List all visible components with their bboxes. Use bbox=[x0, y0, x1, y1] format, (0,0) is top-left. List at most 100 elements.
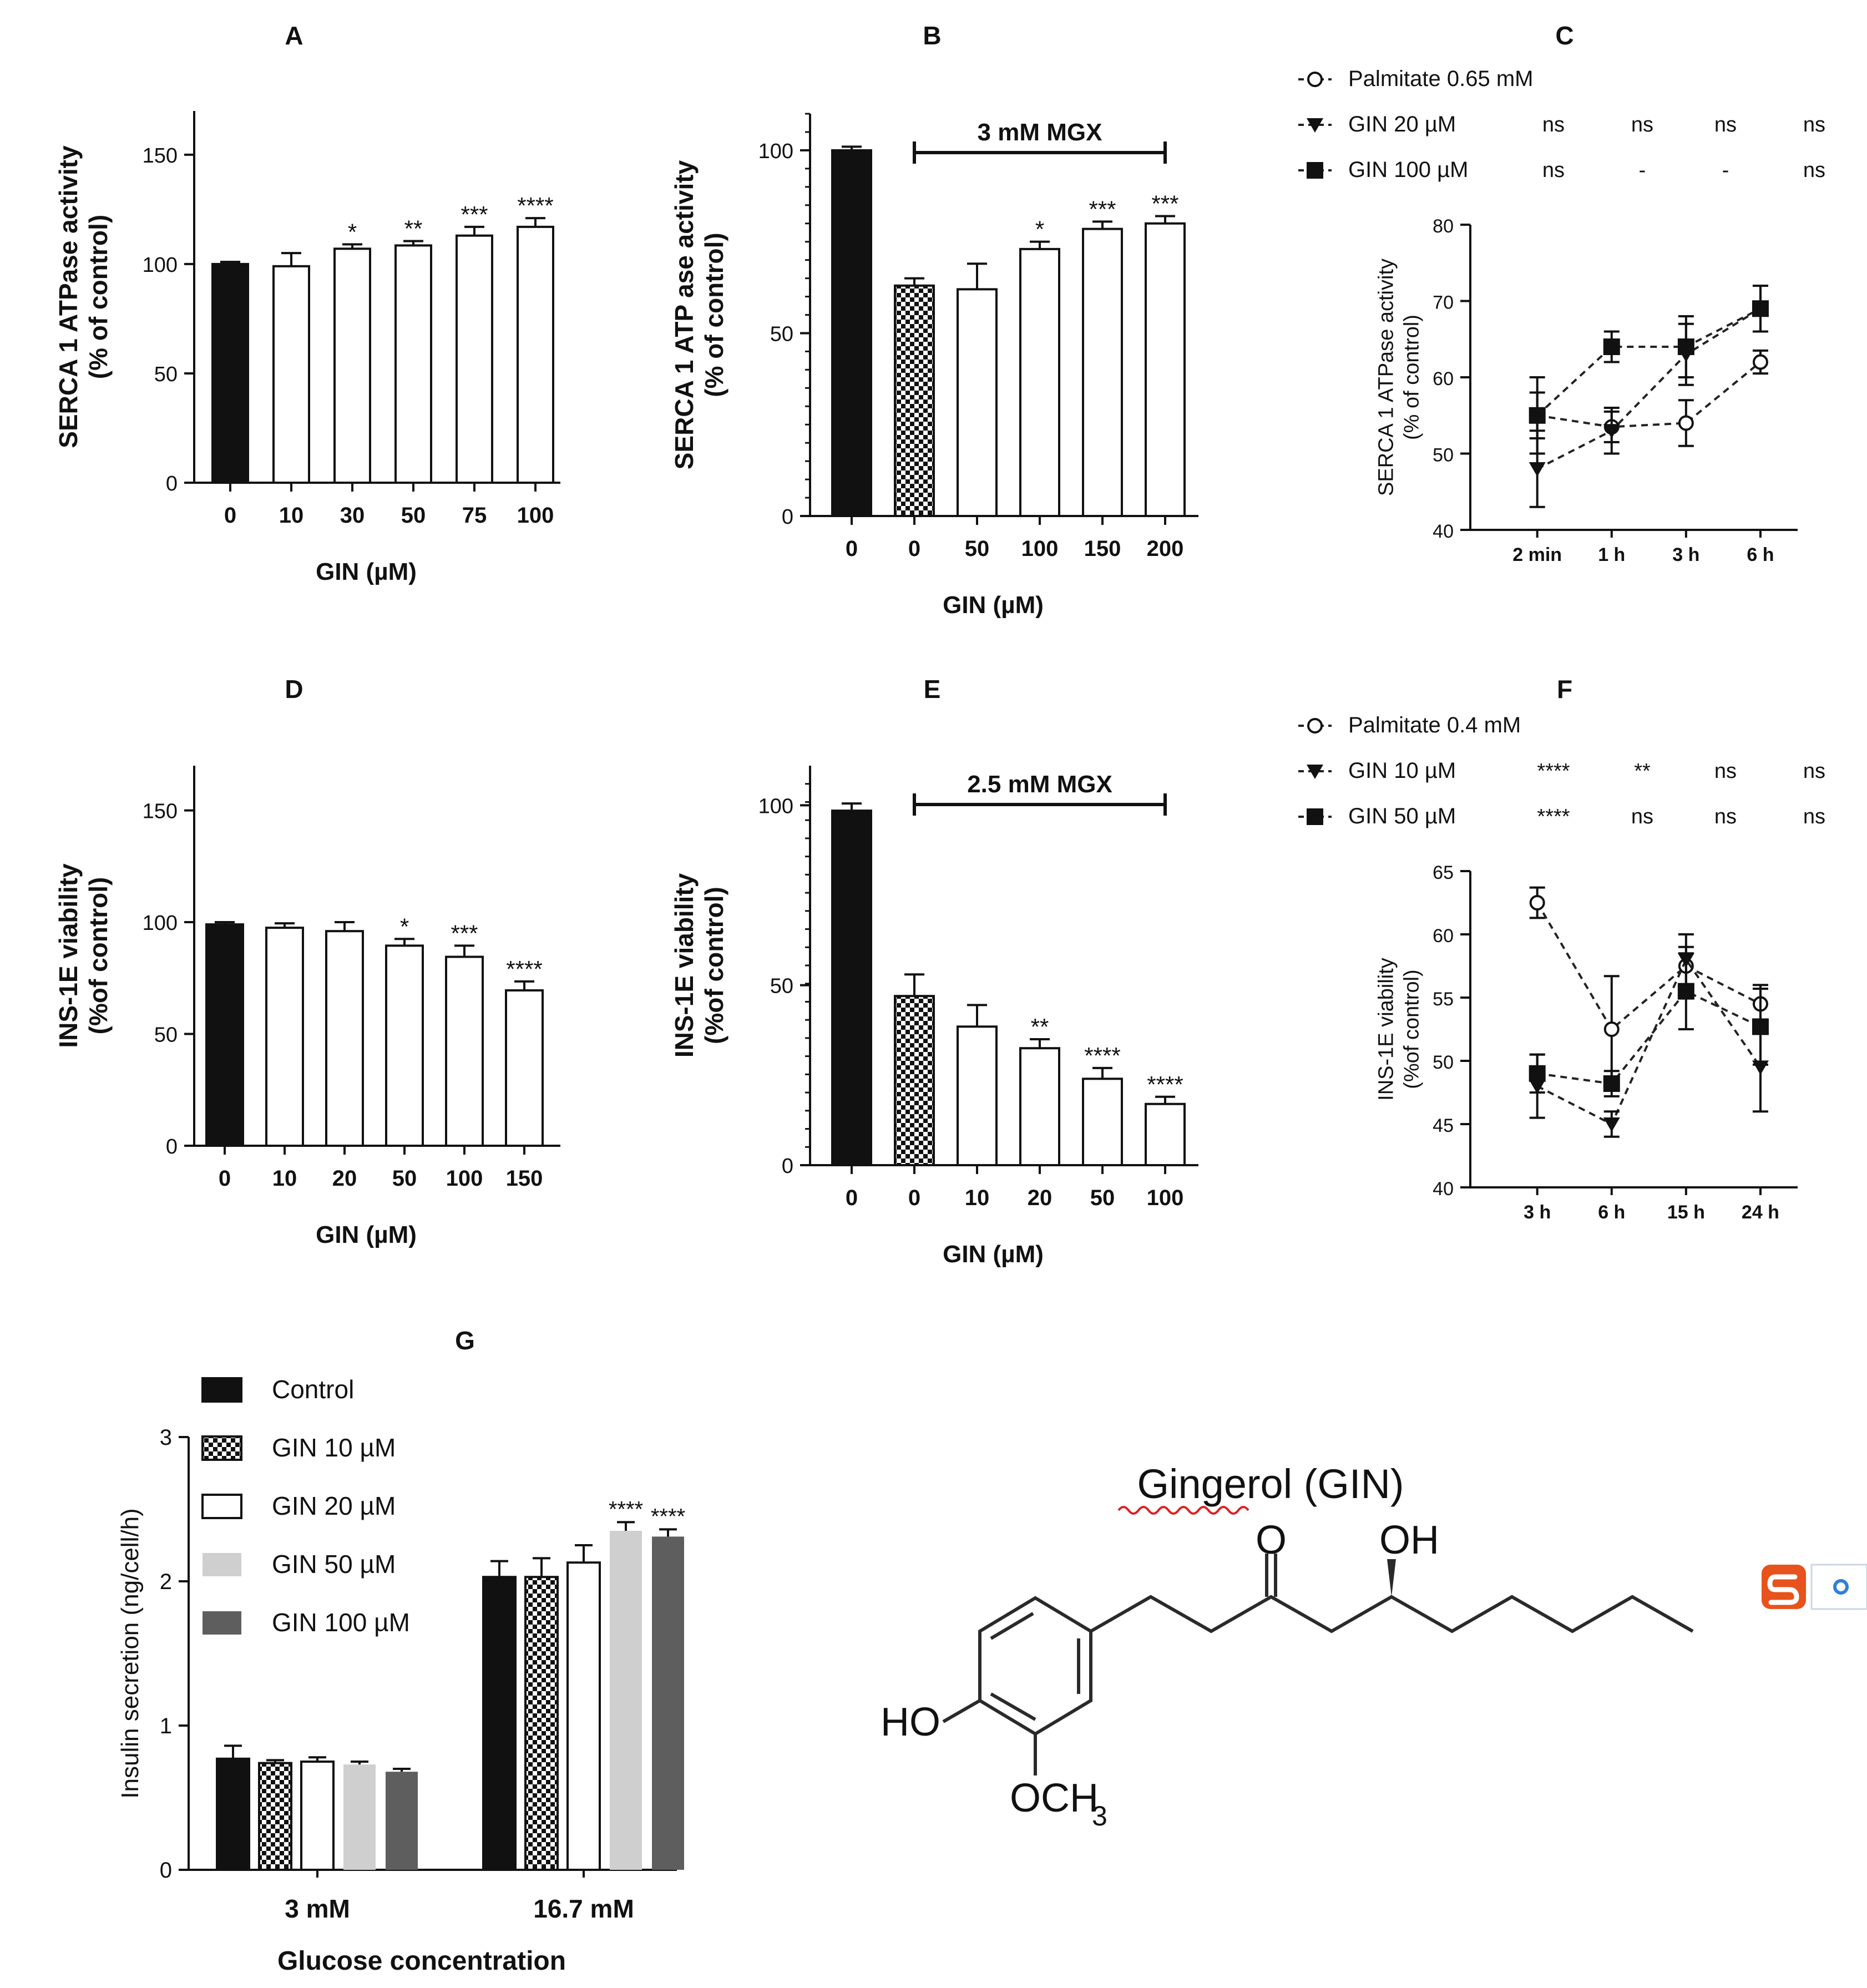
series-line bbox=[1536, 902, 1761, 1031]
x-tick-label: 50 bbox=[392, 1166, 417, 1191]
significance-label: *** bbox=[451, 920, 478, 946]
x-tick-label: 100 bbox=[1021, 537, 1059, 561]
carbonyl-o-label: O bbox=[1256, 1518, 1287, 1562]
bar bbox=[205, 923, 244, 1147]
series-line bbox=[1537, 361, 1762, 428]
y-axis-title-line: INS-1E viability bbox=[670, 873, 699, 1058]
y-tick-label: 3 bbox=[160, 1425, 172, 1450]
bar bbox=[258, 1762, 292, 1871]
legend-label: Control bbox=[272, 1375, 354, 1404]
bar bbox=[1019, 247, 1060, 517]
x-tick-label: 10 bbox=[279, 503, 304, 528]
hydroxyl-label: OH bbox=[1379, 1518, 1439, 1562]
y-axis-title-line: SERCA 1 ATPase activity bbox=[1374, 259, 1398, 496]
significance-label: ns bbox=[1631, 805, 1653, 828]
y-axis-title-line: SERCA 1 ATPase activity bbox=[54, 145, 83, 448]
marker-triangle bbox=[1603, 1117, 1620, 1132]
x-tick-label: 150 bbox=[506, 1166, 543, 1191]
significance-label: ns bbox=[1714, 805, 1737, 828]
x-axis-title: GIN (µM) bbox=[943, 591, 1044, 619]
significance-label: ns bbox=[1714, 113, 1737, 136]
panel-c-plot: 40 50 60 70 80 2 min 1 h 3 h 6 h Palmitate 0.65 m… bbox=[1298, 67, 1825, 565]
panel-g-letter: G bbox=[455, 1326, 475, 1355]
panel-c-letter: C bbox=[1555, 21, 1573, 50]
panel-b-plot: 0 50 100 0 0 50 100 * 150 *** 200 *** 3 mM MGX GIN (µ… bbox=[670, 113, 1198, 619]
y-axis-title-line: (%of control) bbox=[84, 877, 113, 1035]
legend-label: Palmitate 0.65 mM bbox=[1348, 67, 1533, 91]
series-line bbox=[1536, 307, 1762, 470]
x-tick-label: 75 bbox=[462, 503, 487, 528]
x-tick-label: 3 h bbox=[1672, 544, 1699, 565]
gingerol-structure: Gingerol (GIN) O OH HO OCH 3 bbox=[881, 1461, 1694, 1832]
marker-square bbox=[1603, 338, 1620, 355]
panel-b-letter: B bbox=[923, 21, 941, 50]
x-tick-label: 0 bbox=[846, 537, 858, 561]
y-tick-label: 150 bbox=[143, 144, 178, 168]
y-axis-title-line: Insulin secretion (ng/cell/h) bbox=[117, 1508, 144, 1798]
legend-label: GIN 10 µM bbox=[1348, 758, 1456, 783]
x-tick-label: 1 h bbox=[1598, 544, 1625, 565]
bar bbox=[385, 944, 424, 1147]
significance-label: - bbox=[1639, 159, 1646, 182]
panel-f-plot: 40 45 50 55 60 65 3 h 6 h 15 h 24 h Palmitate 0.4 … bbox=[1298, 713, 1825, 1223]
structure-title: Gingerol (GIN) bbox=[1137, 1461, 1404, 1507]
legend-swatch bbox=[201, 1435, 242, 1461]
x-tick-label: 50 bbox=[401, 503, 426, 528]
marker-triangle bbox=[1307, 765, 1323, 779]
x-tick-label: 24 h bbox=[1742, 1202, 1779, 1223]
panel-b: B 0 50 100 0 0 50 100 * 150 *** 200 *** 3 mM MGX GIN … bbox=[670, 21, 1198, 619]
bar bbox=[333, 247, 371, 484]
spellcheck-underline bbox=[1117, 1506, 1249, 1515]
marker-circle bbox=[1603, 1021, 1620, 1037]
y-tick-label: 1 bbox=[160, 1714, 172, 1738]
x-tick-label: 0 bbox=[219, 1166, 231, 1191]
y-axis-title: SERCA 1 ATPase activity (% of control) bbox=[54, 145, 113, 448]
y-tick-label: 0 bbox=[782, 505, 793, 529]
significance-label: - bbox=[1722, 159, 1729, 182]
marker-square bbox=[1307, 808, 1323, 825]
x-tick-label: 0 bbox=[846, 1186, 858, 1210]
marker-square bbox=[1529, 1065, 1546, 1082]
x-tick-label: 20 bbox=[332, 1166, 357, 1191]
x-tick-label: 10 bbox=[272, 1166, 297, 1191]
bar bbox=[831, 810, 872, 1166]
legend-label: GIN 20 µM bbox=[1348, 112, 1456, 136]
significance-label: * bbox=[400, 913, 409, 939]
legend-label: GIN 50 µM bbox=[272, 1550, 396, 1579]
panel-a: A 0 50 100 150 0 10 30 * 50 ** 75 *** 100 **** GIN (µM… bbox=[54, 21, 560, 585]
y-tick-label: 50 bbox=[770, 322, 793, 346]
panel-d-letter: D bbox=[285, 675, 303, 704]
bar bbox=[610, 1531, 642, 1870]
y-tick-label: 55 bbox=[1433, 989, 1454, 1010]
y-tick-label: 0 bbox=[166, 1135, 178, 1159]
bar bbox=[957, 1025, 998, 1166]
bar bbox=[265, 927, 304, 1147]
y-tick-label: 0 bbox=[166, 472, 178, 495]
series-line bbox=[1536, 957, 1762, 1126]
treatment-bracket-label: 2.5 mM MGX bbox=[967, 771, 1112, 798]
x-tick-label: 15 h bbox=[1667, 1202, 1705, 1223]
significance-label: ns bbox=[1803, 159, 1825, 182]
bar bbox=[325, 930, 364, 1147]
bar bbox=[482, 1576, 517, 1871]
s-logo-badge bbox=[1762, 1564, 1867, 1610]
significance-label: **** bbox=[1147, 1071, 1183, 1097]
bar bbox=[1145, 222, 1186, 517]
bar bbox=[1082, 227, 1123, 517]
bar bbox=[1082, 1078, 1123, 1167]
significance-label: ns bbox=[1803, 760, 1825, 783]
bar bbox=[894, 995, 935, 1166]
significance-label: ** bbox=[1634, 760, 1651, 783]
x-tick-label: 30 bbox=[340, 503, 365, 528]
bar bbox=[566, 1561, 601, 1871]
bar bbox=[524, 1576, 559, 1871]
x-tick-label: 3 h bbox=[1524, 1202, 1551, 1223]
legend-label: GIN 100 µM bbox=[272, 1608, 410, 1637]
legend-swatch bbox=[203, 1611, 241, 1635]
y-tick-label: 60 bbox=[1433, 368, 1454, 389]
x-tick-label: 0 bbox=[224, 503, 236, 528]
panel-e-plot: 0 50 100 0 0 10 20 ** 50 **** 100 **** 2.5 mM MGX GIN… bbox=[670, 766, 1198, 1268]
y-tick-label: 60 bbox=[1433, 925, 1454, 947]
bar bbox=[216, 1757, 250, 1871]
y-axis-title-line: SERCA 1 ATP ase activity bbox=[670, 160, 699, 469]
